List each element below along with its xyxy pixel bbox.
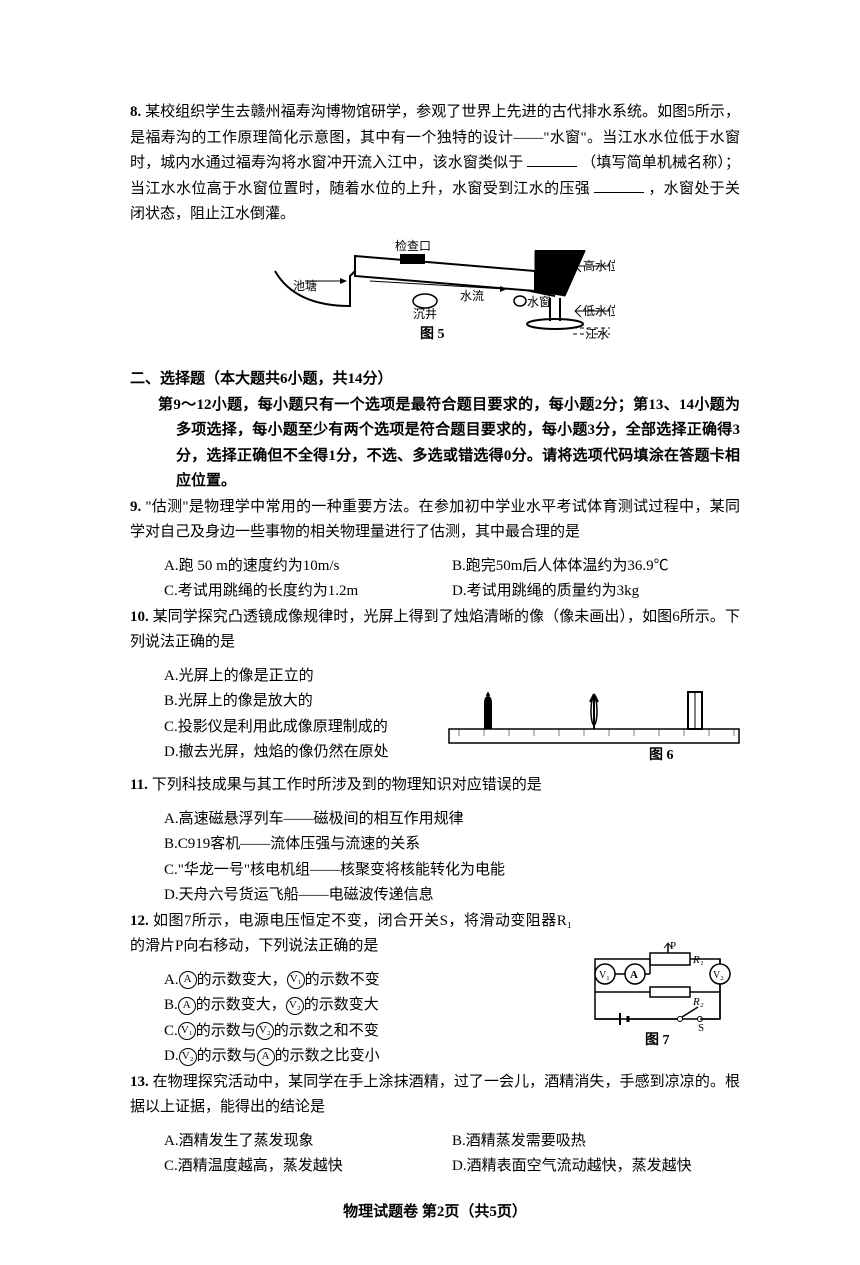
svg-text:江水: 江水 [585,327,609,341]
question-10: 10. 某同学探究凸透镜成像规律时，光屏上得到了烛焰清晰的像（像未画出），如图6… [130,605,740,656]
q9-c: C.考试用跳绳的长度约为1.2m [164,579,452,605]
q11-b: B.C919客机——流体压强与流速的关系 [164,832,740,858]
svg-text:图 5: 图 5 [420,326,445,342]
q10-options: A.光屏上的像是正立的 B.光屏上的像是放大的 C.投影仪是利用此成像原理制成的… [130,664,444,774]
svg-text:沉井: 沉井 [413,307,437,321]
svg-text:图 7: 图 7 [645,1032,670,1048]
q10-d: D.撤去光屏，烛焰的像仍然在原处 [164,740,444,766]
svg-text:水窗: 水窗 [527,295,551,309]
q13-text: 在物理探究活动中，某同学在手上涂抹酒精，过了一会儿，酒精消失，手感到凉凉的。根据… [130,1074,740,1116]
q10-c: C.投影仪是利用此成像原理制成的 [164,715,444,741]
section-2-header: 二、选择题（本大题共6小题，共14分） [130,367,740,393]
q13-options: A.酒精发生了蒸发现象 B.酒精蒸发需要吸热 C.酒精温度越高，蒸发越快 D.酒… [130,1129,740,1180]
page-footer: 物理试题卷 第2页（共5页） [130,1200,740,1226]
q11-num: 11. [130,777,148,793]
q9-a: A.跑 50 m的速度约为10m/s [164,554,452,580]
q11-a: A.高速磁悬浮列车——磁极间的相互作用规律 [164,807,740,833]
q13-b: B.酒精蒸发需要吸热 [452,1129,740,1155]
question-9: 9. "估测"是物理学中常用的一种重要方法。在参加初中学业水平考试体育测试过程中… [130,495,740,546]
q11-d: D.天舟六号货运飞船——电磁波传递信息 [164,883,740,909]
svg-text:V₂: V₂ [713,970,724,981]
svg-text:池塘: 池塘 [293,278,317,293]
question-11: 11. 下列科技成果与其工作时所涉及到的物理知识对应错误的是 [130,773,740,799]
svg-text:水流: 水流 [460,289,484,303]
q9-text: "估测"是物理学中常用的一种重要方法。在参加初中学业水平考试体育测试过程中，某同… [130,499,740,541]
q12-text: 如图7所示，电源电压恒定不变，闭合开关S，将滑动变阻器R₁的滑片P向右移动，下列… [130,913,572,955]
q10-num: 10. [130,609,149,625]
question-8: 8. 某校组织学生去赣州福寿沟博物馆研学，参观了世界上先进的古代排水系统。如图5… [130,100,740,228]
section-2-instruction: 第9～12小题，每小题只有一个选项是最符合题目要求的，每小题2分；第13、14小… [130,393,740,495]
q12-d: D.V₂的示数与A的示数之比变小 [164,1044,572,1070]
svg-text:A: A [630,969,638,981]
svg-text:R₁: R₁ [692,954,704,966]
svg-text:P: P [670,940,676,952]
question-12: 12. 如图7所示，电源电压恒定不变，闭合开关S，将滑动变阻器R₁的滑片P向右移… [130,909,572,960]
q13-a: A.酒精发生了蒸发现象 [164,1129,452,1155]
q12-a: A.A的示数变大，V₁的示数不变 [164,968,572,994]
q13-c: C.酒精温度越高，蒸发越快 [164,1154,452,1180]
svg-text:低水位: 低水位 [583,303,615,318]
q11-c: C."华龙一号"核电机组——核聚变将核能转化为电能 [164,858,740,884]
q10-b: B.光屏上的像是放大的 [164,689,444,715]
q13-d: D.酒精表面空气流动越快，蒸发越快 [452,1154,740,1180]
svg-text:检查口: 检查口 [395,238,431,253]
q12-options: A.A的示数变大，V₁的示数不变 B.A的示数变大，V₂的示数变大 C.V₁的示… [130,968,572,1070]
question-13: 13. 在物理探究活动中，某同学在手上涂抹酒精，过了一会儿，酒精消失，手感到凉凉… [130,1070,740,1121]
svg-text:S: S [698,1022,704,1034]
figure-6: 图 6 [444,664,744,774]
q13-num: 13. [130,1074,149,1090]
q9-options: A.跑 50 m的速度约为10m/s B.跑完50m后人体体温约为36.9℃ C… [130,554,740,605]
q10-text: 某同学探究凸透镜成像规律时，光屏上得到了烛焰清晰的像（像未画出），如图6所示。下… [130,609,740,651]
q9-d: D.考试用跳绳的质量约为3kg [452,579,740,605]
q10-a: A.光屏上的像是正立的 [164,664,444,690]
q8-blank2 [594,177,644,193]
q8-num: 8. [130,104,141,120]
q9-num: 9. [130,499,141,515]
q12-b: B.A的示数变大，V₂的示数变大 [164,993,572,1019]
svg-text:高水位: 高水位 [583,258,615,273]
q12-num: 12. [130,913,149,929]
q8-blank1 [527,151,577,167]
q12-c: C.V₁的示数与V₂的示数之和不变 [164,1019,572,1045]
figure-5: 检查口 池塘 沉井 水流 水窗 高水位 低水位 江水 图 5 [130,236,740,356]
q11-options: A.高速磁悬浮列车——磁极间的相互作用规律 B.C919客机——流体压强与流速的… [130,807,740,909]
svg-text:图 6: 图 6 [649,747,674,763]
q9-b: B.跑完50m后人体体温约为36.9℃ [452,554,740,580]
figure-7: P R₁ A V₁ V₂ R₂ S 图 7 [572,909,740,1070]
svg-text:V₁: V₁ [599,970,610,981]
q11-text: 下列科技成果与其工作时所涉及到的物理知识对应错误的是 [152,777,542,793]
svg-text:R₂: R₂ [692,996,704,1008]
